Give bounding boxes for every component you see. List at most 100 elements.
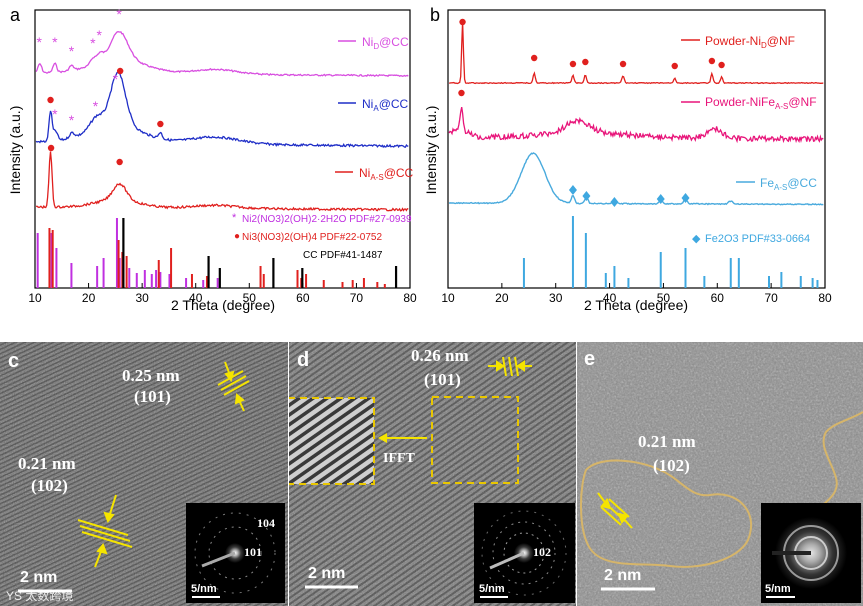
tem-d-saed-inset: 102 5/nm <box>474 503 575 603</box>
legend-ni-a-cc: NiA@CC <box>338 97 409 113</box>
ref-legend-ni3-marker: ● <box>234 231 240 242</box>
legend-powder-ni-d-label: Powder-NiD@NF <box>705 34 795 50</box>
legend-powder-nife: Powder-NiFeA-S@NF <box>681 95 817 111</box>
x-tick-label: 30 <box>135 291 149 305</box>
x-tick-label: 40 <box>603 291 617 305</box>
diamond-peak-marker <box>568 185 577 195</box>
diamond-peak-marker <box>656 194 665 204</box>
star-peak-marker: * <box>116 6 122 22</box>
star-peak-marker: * <box>113 71 119 87</box>
panel-b-letter: b <box>430 5 440 25</box>
panel-b-ylabel: Intensity (a.u.) <box>423 106 439 195</box>
panel-a-xlabel: 2 Theta (degree) <box>171 297 275 313</box>
dot-peak-marker <box>157 120 164 128</box>
x-tick-label: 50 <box>243 291 257 305</box>
x-tick-label: 60 <box>296 291 310 305</box>
x-tick-label: 70 <box>350 291 364 305</box>
tem-d-ifft-arrowhead <box>378 433 387 443</box>
tem-d-roi-box <box>431 396 519 484</box>
panel-e: e 0.21 nm (102) 5/nm 2 nm <box>577 342 863 606</box>
tem-d-inset-scale: 5/nm <box>479 583 505 595</box>
x-tick-label: 10 <box>441 291 455 305</box>
series-powder-nife-nf-line <box>448 106 824 144</box>
dot-peak-marker <box>459 18 466 26</box>
panel-c: c 0.25 nm (101) 0.21 nm (102) 104 101 5/… <box>0 342 288 606</box>
tem-c-fringe-marker-1 <box>217 361 250 412</box>
tem-c-plane2: (102) <box>31 476 68 495</box>
x-tick-label: 70 <box>764 291 778 305</box>
ref-legend-ni2-marker: * <box>232 212 237 224</box>
x-tick-label: 80 <box>403 291 417 305</box>
tem-c-plane1: (101) <box>134 387 171 406</box>
panel-b-frame <box>447 9 826 289</box>
panel-a-reference-sticks <box>36 218 398 288</box>
star-peak-marker: * <box>69 112 75 128</box>
dot-peak-marker <box>619 60 627 68</box>
tem-e-inset-scale: 5/nm <box>765 583 791 595</box>
x-tick-label: 50 <box>657 291 671 305</box>
series-fe-as-cc-line <box>448 152 824 206</box>
tem-c-watermark: YS 太数跨境 <box>6 588 73 603</box>
x-tick-label: 30 <box>549 291 563 305</box>
tem-c-saed-inset: 104 101 5/nm <box>186 503 285 603</box>
dot-peak-marker <box>116 67 124 75</box>
ref-legend-ni3: ● Ni3(NO3)2(OH)4 PDF#22-0752 <box>234 231 382 243</box>
star-peak-marker: * <box>93 98 99 114</box>
star-peak-marker: * <box>69 43 75 59</box>
legend-ni-d-label: NiD@CC <box>362 35 409 51</box>
legend-ni-as-cc: NiA-S@CC <box>335 166 414 182</box>
tem-d-fringe-marker <box>488 356 532 377</box>
panel-a-letter: a <box>10 5 21 25</box>
ref-legend-ni2-text: Ni2(NO3)2(OH)2·2H2O PDF#27-0939 <box>242 214 412 225</box>
tem-c-fringe-marker-2 <box>77 494 133 568</box>
ref-legend-cc-text: CC PDF#41-1487 <box>303 250 383 261</box>
panel-d: d 0.26 nm (101) IFFT 102 5/nm 2 nm <box>289 342 576 606</box>
dot-peak-marker <box>530 54 538 62</box>
panel-d-letter: d <box>297 349 309 371</box>
panel-b-peak-markers <box>458 18 725 207</box>
series-ni-a-cc-line <box>35 71 409 149</box>
tem-d-ifft-label: IFFT <box>383 451 416 466</box>
tem-e-fringe-marker <box>597 492 633 529</box>
legend-ni-as-label: NiA-S@CC <box>359 166 414 182</box>
dot-peak-marker <box>671 62 678 70</box>
panel-b: b 10 20 30 40 50 60 70 80 2 Theta (degree) Inte… <box>423 5 832 313</box>
star-peak-marker: * <box>97 27 103 43</box>
panel-b-reference-sticks <box>522 216 819 288</box>
panel-e-letter: e <box>584 348 595 370</box>
series-ni-d-cc-line <box>35 31 409 78</box>
diamond-peak-marker <box>610 197 619 207</box>
dot-peak-marker <box>47 144 55 152</box>
ref-legend-fe2o3: ◆ Fe2O3 PDF#33-0664 <box>692 233 810 245</box>
series-ni-as-cc-line <box>35 151 409 212</box>
panel-c-letter: c <box>8 350 19 372</box>
tem-d-ring: 102 <box>533 545 551 559</box>
dot-peak-marker <box>116 158 123 166</box>
dot-peak-marker <box>582 58 589 66</box>
legend-powder-ni-d: Powder-NiD@NF <box>681 34 795 50</box>
legend-powder-nife-label: Powder-NiFeA-S@NF <box>705 95 817 111</box>
dot-peak-marker <box>569 60 577 68</box>
diamond-peak-marker <box>582 191 591 201</box>
ref-legend-fe2o3-text: Fe2O3 PDF#33-0664 <box>705 233 810 245</box>
panel-a-ylabel: Intensity (a.u.) <box>7 106 23 195</box>
legend-fe-as-cc: FeA-S@CC <box>736 176 817 192</box>
dot-peak-marker <box>718 61 725 69</box>
x-tick-label: 40 <box>189 291 203 305</box>
panel-a-peak-markers: * ** * *** *** <box>37 6 164 166</box>
tem-c-ring1: 104 <box>257 516 275 530</box>
star-peak-marker: * <box>52 106 58 122</box>
tem-d-spacing: 0.26 nm <box>411 346 469 365</box>
x-tick-label: 20 <box>82 291 96 305</box>
x-tick-label: 80 <box>818 291 832 305</box>
tem-e-scale-label: 2 nm <box>604 567 641 584</box>
star-peak-marker: * <box>52 34 58 50</box>
legend-ni-d-cc: NiD@CC <box>338 35 409 51</box>
tem-e-crystal-outline <box>580 459 753 568</box>
diamond-peak-marker <box>681 193 690 203</box>
ref-legend-cc: CC PDF#41-1487 <box>303 250 383 261</box>
tem-d-ifft-inset <box>289 397 375 485</box>
star-peak-marker: * <box>90 35 96 51</box>
tem-e-plane: (102) <box>653 456 690 475</box>
legend-ni-a-label: NiA@CC <box>362 97 409 113</box>
